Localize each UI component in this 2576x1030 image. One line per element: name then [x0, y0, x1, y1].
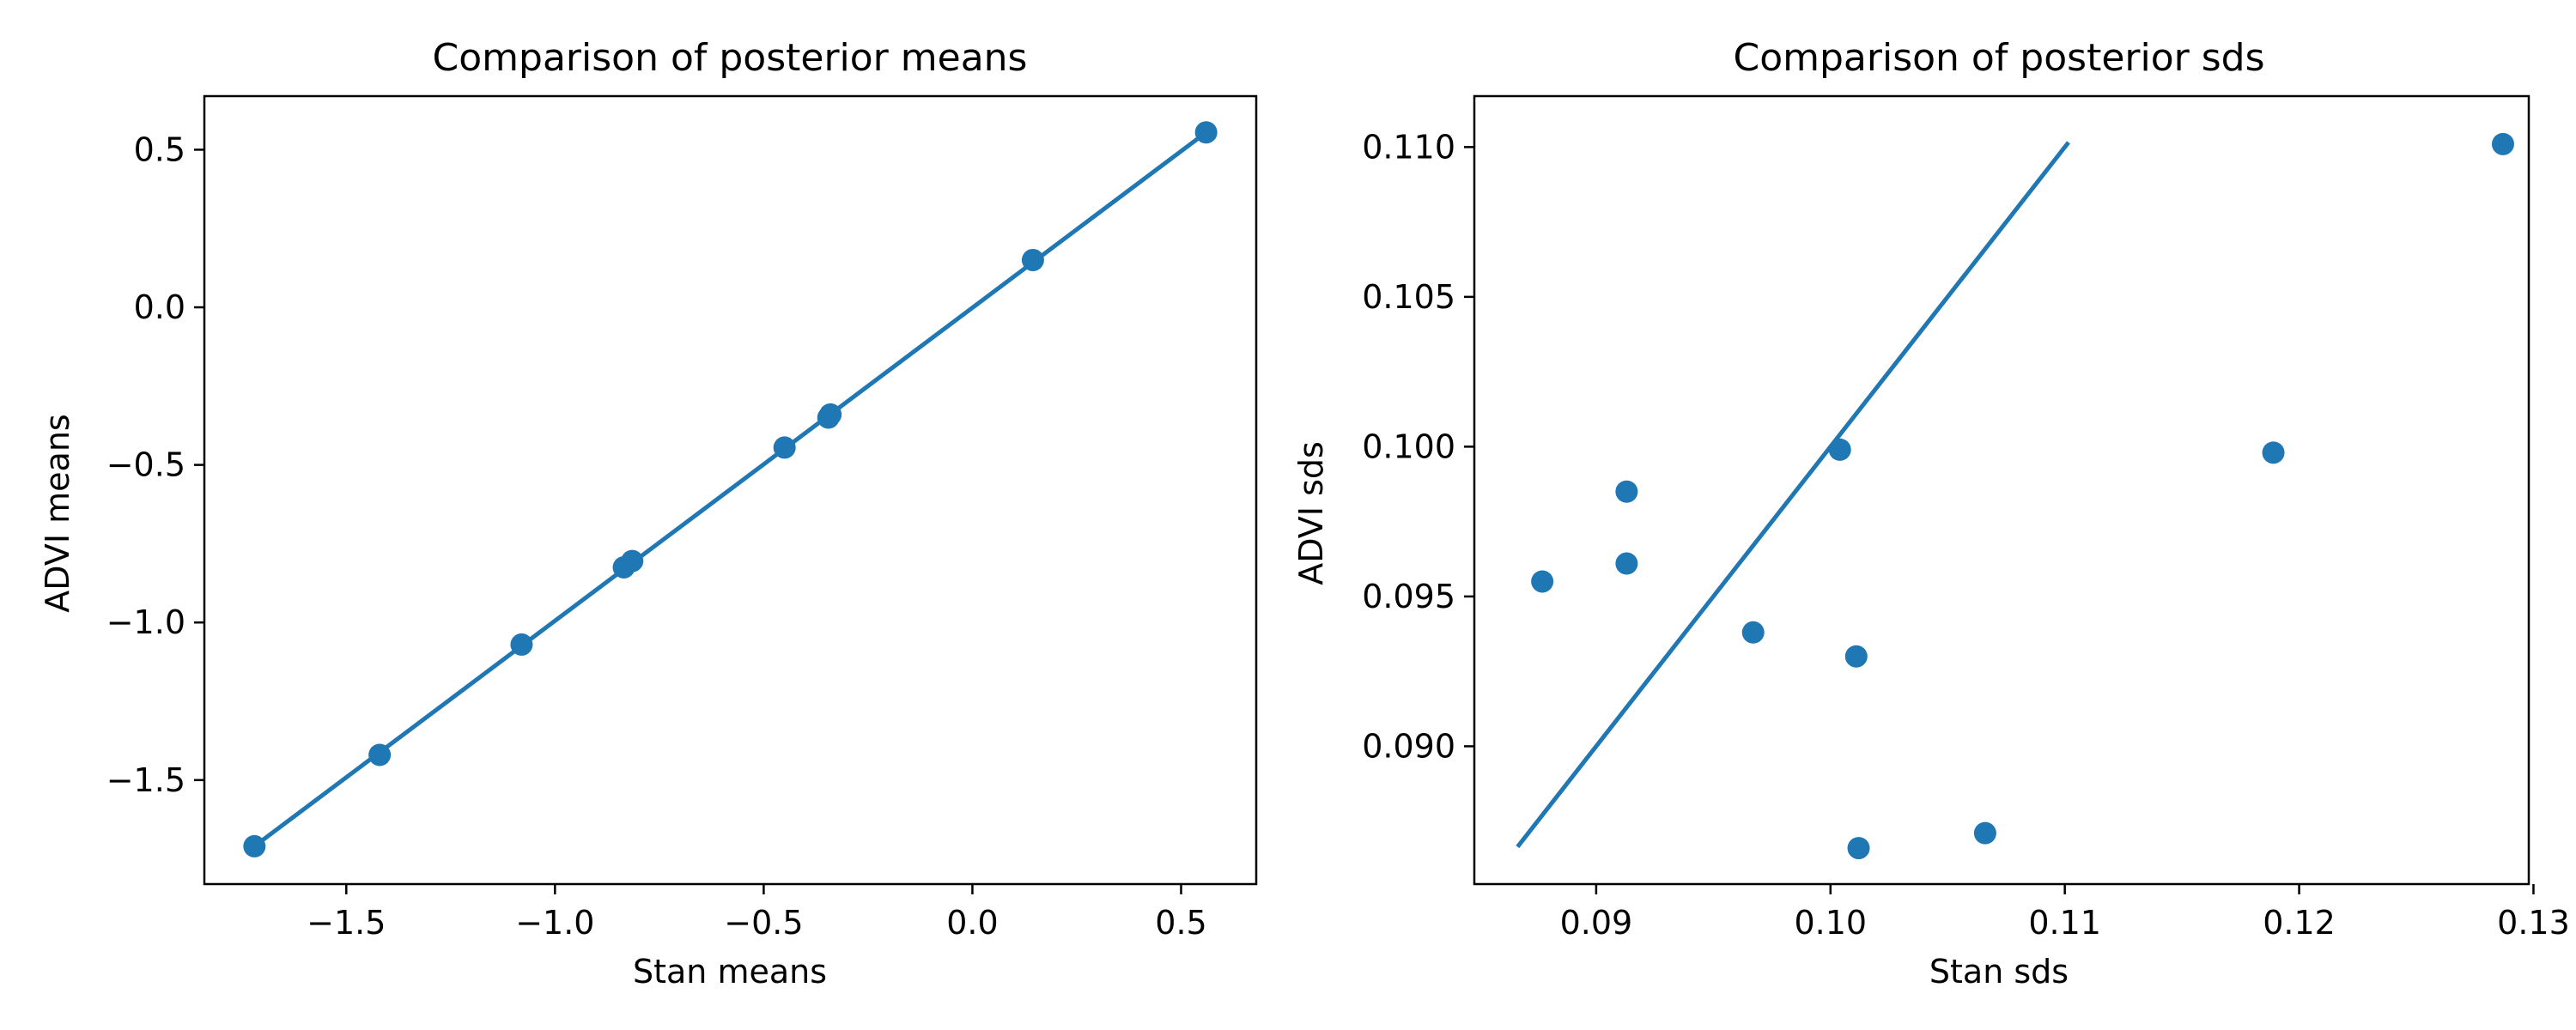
- means-data-point: [621, 549, 644, 573]
- means-y-tick-label: −0.5: [106, 446, 185, 484]
- means-data-point: [243, 834, 266, 857]
- means-data-point: [368, 743, 392, 766]
- means-y-tick-label: −1.5: [106, 761, 185, 799]
- means-data-point: [510, 633, 533, 656]
- sds-y-tick-label: 0.100: [1362, 427, 1455, 465]
- means-y-ticks: −1.5 −1.0 −0.5 0.0 0.5: [106, 130, 204, 799]
- means-x-ticks: −1.5 −1.0 −0.5 0.0 0.5: [307, 884, 1207, 942]
- sds-y-tick-label: 0.090: [1362, 727, 1455, 765]
- means-x-tick-label: −1.5: [307, 904, 386, 942]
- means-data-point: [1021, 248, 1044, 271]
- means-x-tick-label: −0.5: [724, 904, 803, 942]
- means-x-tick-label: 0.0: [946, 904, 998, 942]
- sds-data-point: [1615, 480, 1638, 503]
- sds-data-point: [1847, 837, 1870, 860]
- sds-data-point: [1531, 570, 1554, 593]
- sds-axes-frame: [1473, 94, 2530, 886]
- sds-data-point: [1844, 645, 1868, 668]
- means-y-tick-label: 0.0: [134, 288, 185, 326]
- sds-x-tick-label: 0.12: [2263, 904, 2336, 942]
- means-y-tick-label: −1.0: [106, 603, 185, 641]
- sds-y-ticks: 0.090 0.095 0.100 0.105 0.110: [1362, 128, 1474, 765]
- means-comparison-panel: Comparison of posterior means Stan means…: [39, 36, 1258, 991]
- means-data-point: [1194, 121, 1218, 144]
- means-axes-frame: [203, 94, 1258, 886]
- means-x-axis-label: Stan means: [633, 953, 827, 991]
- sds-reference-line: [1516, 141, 2070, 849]
- means-reference-line: [251, 129, 1210, 850]
- sds-data-point: [1828, 438, 1851, 461]
- sds-y-tick-label: 0.095: [1362, 578, 1455, 615]
- means-data-point: [773, 436, 796, 459]
- sds-y-tick-label: 0.105: [1362, 278, 1455, 316]
- means-chart-title: Comparison of posterior means: [433, 36, 1028, 80]
- means-y-tick-label: 0.5: [134, 130, 185, 168]
- sds-data-point: [1973, 821, 1996, 845]
- means-x-tick-label: 0.5: [1155, 904, 1206, 942]
- sds-data-point: [2262, 441, 2285, 464]
- means-data-point: [819, 403, 842, 426]
- sds-x-tick-label: 0.13: [2497, 904, 2570, 942]
- sds-x-ticks: 0.09 0.10 0.11 0.12 0.13: [1560, 884, 2570, 942]
- sds-y-axis-label: ADVI sds: [1292, 441, 1330, 585]
- sds-data-point: [1741, 621, 1765, 644]
- sds-x-axis-label: Stan sds: [1929, 953, 2069, 991]
- sds-chart-title: Comparison of posterior sds: [1733, 36, 2264, 80]
- sds-x-tick-label: 0.11: [2028, 904, 2101, 942]
- means-data-marks: [243, 121, 1218, 857]
- means-y-axis-label: ADVI means: [39, 414, 76, 612]
- sds-data-marks: [1516, 132, 2514, 860]
- sds-y-tick-label: 0.110: [1362, 128, 1455, 166]
- sds-x-tick-label: 0.09: [1560, 904, 1633, 942]
- sds-data-point: [2491, 132, 2514, 155]
- sds-data-point: [1615, 552, 1638, 575]
- sds-x-tick-label: 0.10: [1794, 904, 1867, 942]
- means-x-tick-label: −1.0: [515, 904, 594, 942]
- sds-comparison-panel: Comparison of posterior sds Stan sds ADV…: [1292, 36, 2570, 991]
